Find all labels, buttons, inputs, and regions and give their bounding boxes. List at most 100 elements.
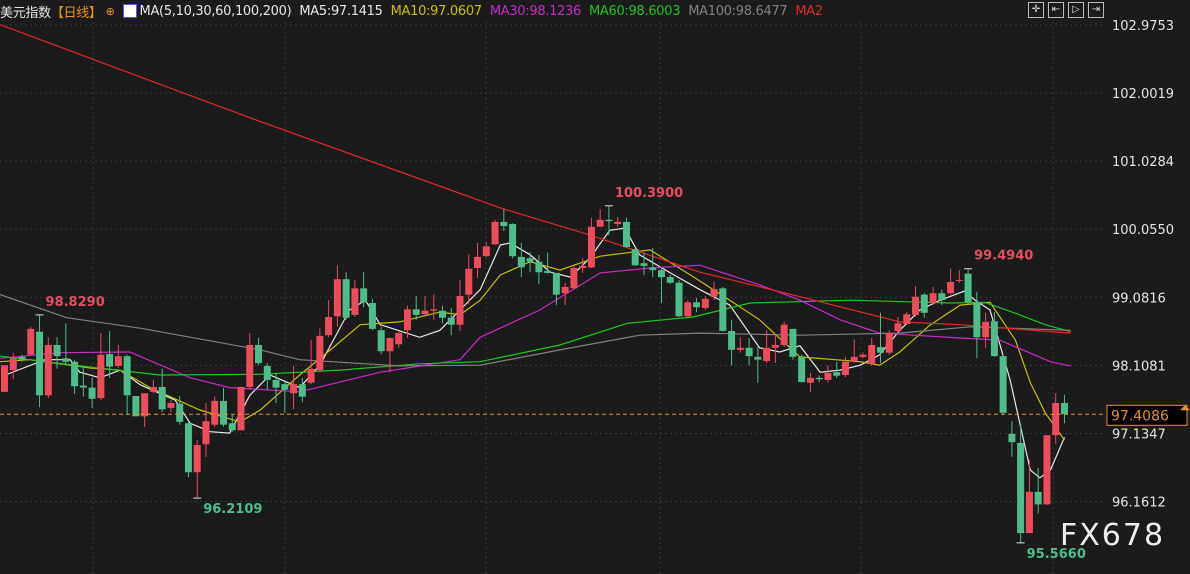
candle-body <box>964 273 972 303</box>
candle-body <box>228 423 236 431</box>
candle <box>53 337 61 369</box>
candle <box>333 265 341 327</box>
candle <box>342 272 350 320</box>
candle <box>412 296 420 320</box>
candle <box>184 421 192 478</box>
first-bar-icon[interactable]: ⇤ <box>1048 2 1064 18</box>
candle-body <box>272 379 280 388</box>
candle-body <box>403 309 411 331</box>
candle-body <box>412 309 420 315</box>
candle <box>281 379 289 413</box>
last-price-box <box>1106 404 1188 426</box>
candle-body <box>920 294 928 313</box>
candle <box>868 337 876 366</box>
candle-body <box>71 361 79 387</box>
candle-body <box>351 288 359 315</box>
candle-body <box>587 226 595 268</box>
candle <box>763 330 771 364</box>
candle <box>658 268 665 304</box>
candle-body <box>815 377 823 380</box>
candle-body <box>666 277 674 283</box>
indicator-icon[interactable] <box>122 4 137 18</box>
candle <box>1017 423 1025 543</box>
ma-line-ma60 <box>0 299 1071 376</box>
candle-body <box>824 372 832 380</box>
globe-icon[interactable]: ⊕ <box>105 4 115 18</box>
candle <box>929 286 937 306</box>
candle <box>605 205 613 236</box>
candle-body <box>263 365 271 380</box>
ma2-value: MA2 <box>795 3 823 19</box>
candle-body <box>517 256 525 268</box>
play-icon[interactable]: ▷ <box>1068 2 1084 18</box>
candle-body <box>780 324 788 345</box>
candle-body <box>631 249 639 266</box>
candle-body <box>798 356 806 383</box>
candle-body <box>62 358 70 362</box>
candle <box>675 279 683 317</box>
candle-body <box>526 258 534 262</box>
candle-body <box>763 347 771 362</box>
y-tick-label: 100.0550 <box>1112 223 1174 238</box>
candle <box>202 403 210 457</box>
scroll-up-icon <box>1180 405 1190 411</box>
candle <box>368 298 376 331</box>
candle-body <box>158 386 166 410</box>
candle-body <box>97 354 105 399</box>
watermark: FX678 <box>1060 518 1166 553</box>
candle-body <box>736 347 744 350</box>
candle-body <box>789 328 797 357</box>
candle <box>833 361 841 378</box>
candle-body <box>290 384 298 394</box>
candles <box>1 205 1068 543</box>
candle <box>859 352 867 359</box>
candle-body <box>439 310 446 318</box>
candle <box>79 366 87 397</box>
candle <box>246 333 254 390</box>
candle-body <box>693 302 701 308</box>
instrument-name: 美元指数 <box>0 5 51 21</box>
candle <box>894 316 902 334</box>
candle-body <box>9 358 17 371</box>
candle <box>491 219 499 245</box>
candle-body <box>307 368 315 383</box>
candle-body <box>806 377 814 383</box>
candle-body <box>701 298 709 308</box>
candle <box>982 312 990 348</box>
candle <box>973 291 981 359</box>
candle <box>912 286 920 317</box>
candle <box>684 300 692 317</box>
candle <box>1 365 8 392</box>
exit-icon[interactable]: ⇥ <box>1088 2 1104 18</box>
candle <box>263 363 271 390</box>
candle-body <box>509 223 517 257</box>
candle <box>552 272 560 306</box>
ma-line-ma10 <box>0 249 1065 441</box>
crosshair-icon[interactable]: ✛ <box>1028 2 1044 18</box>
chart-header: 美元指数 【日线】 ⊕ MA(5,10,30,60,100,200) MA5:9… <box>0 0 1110 22</box>
candle-body <box>430 309 438 311</box>
candle <box>360 272 368 308</box>
ma-lines <box>0 24 1071 479</box>
candle <box>841 356 849 378</box>
ma-line-ma30 <box>0 264 1071 393</box>
candle-body <box>728 330 736 350</box>
candle-body <box>999 356 1007 413</box>
candle-body <box>79 385 87 388</box>
candle-body <box>868 344 876 364</box>
y-tick-label: 101.0284 <box>1112 155 1174 170</box>
candle <box>964 268 972 305</box>
ma30-value: MA30:98.1236 <box>489 3 582 19</box>
candle <box>745 337 753 366</box>
ma-params[interactable]: MA(5,10,30,60,100,200) <box>139 3 292 19</box>
period-selector[interactable]: 【日线】 <box>50 5 102 21</box>
candle <box>570 263 578 290</box>
candle-body <box>123 356 131 396</box>
y-tick-label: 102.0019 <box>1112 87 1174 102</box>
candle <box>211 396 219 427</box>
candle <box>920 293 928 318</box>
candle-body <box>500 221 508 227</box>
candle <box>693 298 701 313</box>
ma60-value: MA60:98.6003 <box>589 3 681 19</box>
